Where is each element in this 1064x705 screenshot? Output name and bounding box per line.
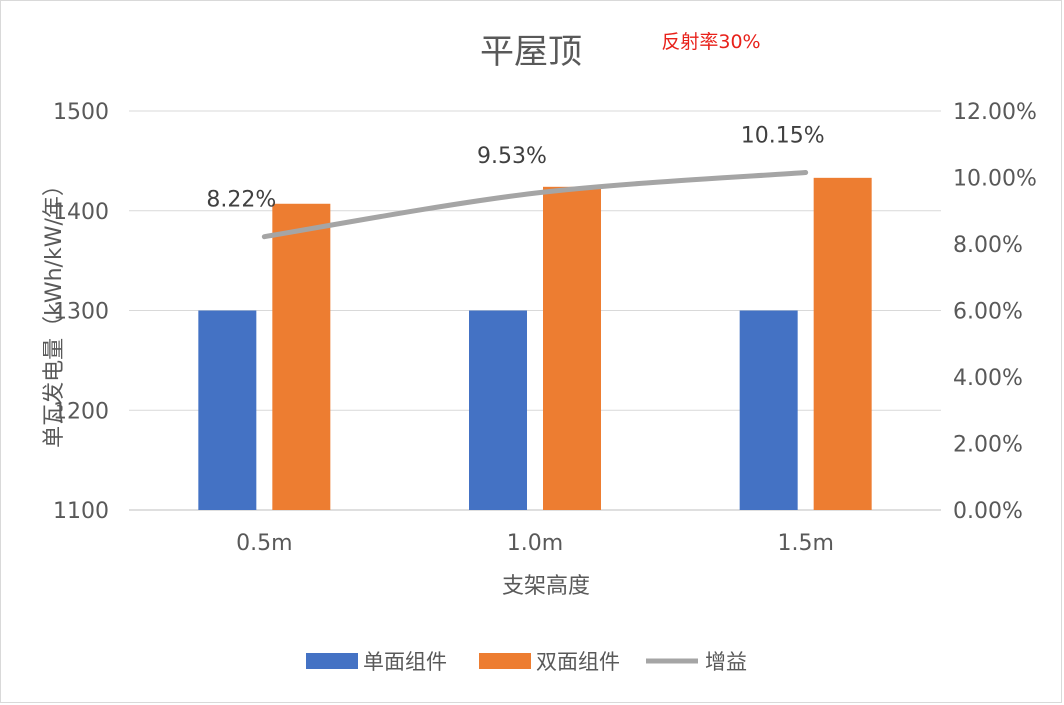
y-axis-label: 单瓦发电量（kWh/kW/年） [42,174,67,448]
y-tick-label: 1400 [53,200,109,225]
x-tick-label: 0.5m [236,531,292,556]
reflectance-annotation: 反射率30% [661,31,760,53]
legend-label-single: 单面组件 [363,650,447,674]
x-tick-label: 1.0m [507,531,563,556]
gridlines [129,110,941,511]
y2-tick-label: 6.00% [953,300,1023,325]
x-axis-label: 支架高度 [502,574,590,599]
gain-line [261,170,809,240]
y2-tick-label: 8.00% [953,233,1023,258]
legend-label-bifacial: 双面组件 [536,650,620,674]
gain-data-label: 9.53% [477,144,547,169]
chart-title: 平屋顶 [480,32,582,72]
axis-ticks: 1100 1200 1300 1400 1500 0.00% 2.00% 4.00% 6.00%… [53,100,1037,556]
y2-tick-label: 4.00% [953,366,1023,391]
legend-label-gain: 增益 [705,650,747,674]
bar-single [469,310,527,510]
y2-tick-label: 12.00% [953,100,1037,125]
gain-data-label: 10.15% [741,124,825,149]
y2-tick-label: 2.00% [953,433,1023,458]
bar-bifacial [813,177,872,510]
x-tick-label: 1.5m [777,531,833,556]
y-tick-label: 1100 [53,499,109,524]
y2-tick-label: 0.00% [953,499,1023,524]
legend: 单面组件 双面组件 增益 [306,650,747,674]
legend-swatch-bifacial [479,653,531,669]
y-tick-label: 1500 [53,100,109,125]
y-tick-label: 1200 [53,399,109,424]
data-labels: 8.22% 9.53% 10.15% [206,124,824,213]
gain-data-label: 8.22% [206,188,276,213]
bar-bifacial [543,186,601,510]
gain-line-path [261,170,809,240]
y2-tick-label: 10.00% [953,167,1037,192]
bar-single [739,310,798,510]
bars [198,177,872,510]
bar-bifacial [272,203,331,510]
y-tick-label: 1300 [53,300,109,325]
legend-swatch-single [306,653,358,669]
bar-single [198,310,257,510]
